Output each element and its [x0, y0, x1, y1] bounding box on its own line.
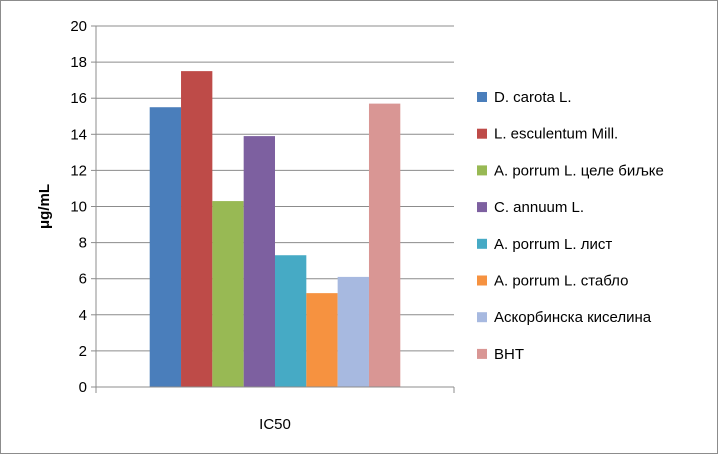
legend-swatch [477, 128, 487, 139]
y-tick-label: 6 [79, 271, 87, 288]
category-labels: IC50 [259, 416, 291, 433]
legend-label: D. carota L. [494, 89, 572, 106]
bar-8 [368, 103, 401, 388]
x-category-label: IC50 [259, 416, 291, 433]
legend-swatch [477, 312, 487, 323]
y-tick-label: 8 [79, 235, 87, 252]
bar-3 [212, 201, 244, 387]
legend: D. carota L. L. esculentum Mill. A. porrum… [477, 89, 664, 363]
y-tick-label: 18 [70, 54, 87, 71]
y-tick-label: 20 [70, 18, 87, 35]
bar-1 [149, 107, 182, 387]
bar-5 [275, 255, 307, 387]
bar-4 [243, 136, 275, 387]
y-tick-label: 4 [79, 307, 87, 324]
bar-2 [181, 71, 213, 387]
y-tick-label: 16 [70, 90, 87, 107]
legend-label: C. annuum L. [494, 199, 584, 216]
y-tick-label: 2 [79, 343, 87, 360]
legend-swatch [477, 238, 487, 249]
legend-label: Аскорбинска киселина [494, 309, 652, 326]
legend-swatch [477, 92, 487, 102]
bar-7 [337, 276, 369, 387]
legend-label: A. porrum L. целе биљке [494, 162, 664, 179]
legend-label: A. porrum L. стабло [494, 273, 628, 290]
legend-swatch [477, 165, 487, 176]
y-axis-title: μg/mL [36, 184, 53, 229]
legend-swatch [477, 202, 487, 213]
legend-label: L. esculentum Mill. [494, 126, 618, 143]
legend-swatch [477, 348, 487, 359]
bars [149, 71, 401, 388]
legend-label: A. porrum L. лист [494, 236, 612, 253]
y-tick-label: 14 [70, 126, 87, 143]
y-tick-labels: 0 2 4 6 8 10 12 14 16 18 20 [70, 18, 87, 396]
legend-label: BHT [494, 346, 524, 363]
y-tick-label: 10 [70, 199, 87, 216]
axes [91, 25, 455, 393]
y-tick-label: 12 [70, 162, 87, 179]
y-tick-label: 0 [79, 379, 87, 396]
legend-swatch [477, 275, 487, 286]
bar-6 [306, 293, 338, 387]
